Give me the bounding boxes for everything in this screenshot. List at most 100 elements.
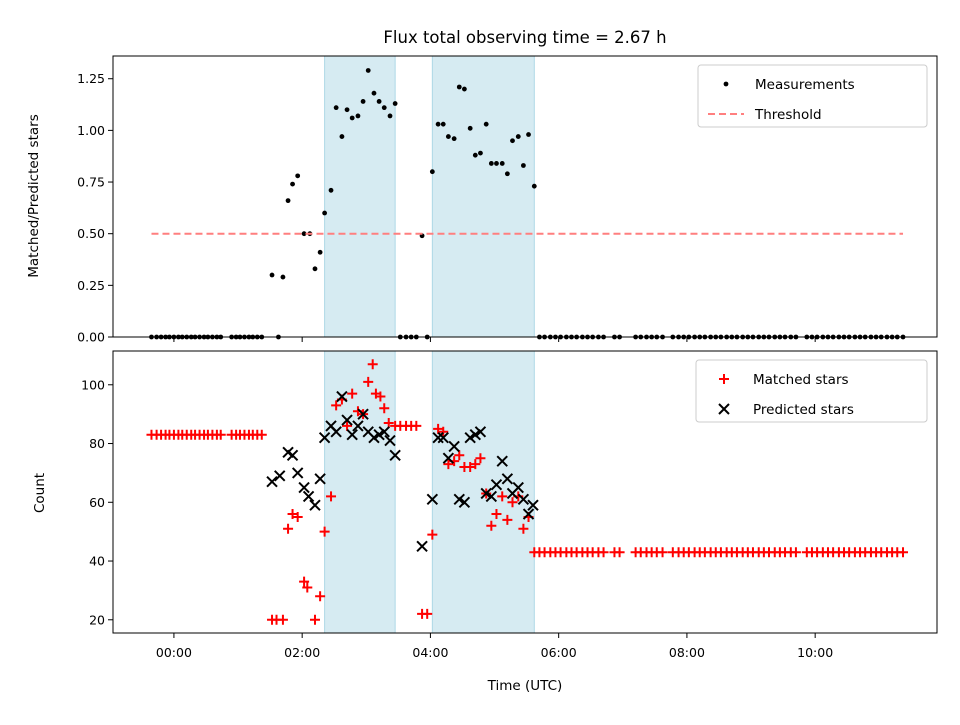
measurement-point <box>344 107 350 113</box>
top-y-tick-label: 0.00 <box>77 330 105 345</box>
predicted-star-point <box>318 431 331 444</box>
measurement-point <box>488 161 494 166</box>
matched-star-point <box>898 547 909 558</box>
measurement-point <box>333 105 339 111</box>
measurement-point <box>290 181 295 187</box>
x-tick-label: 02:00 <box>284 645 320 660</box>
matched-star-point <box>790 547 801 558</box>
measurement-point <box>478 150 483 156</box>
predicted-star-point <box>474 426 487 438</box>
measurement-point <box>322 210 328 216</box>
legend-predicted-swatch <box>718 403 730 415</box>
x-tick-label: 04:00 <box>412 645 448 660</box>
predicted-star-point <box>517 493 530 506</box>
top-legend: Measurements Threshold <box>697 64 928 128</box>
matched-star-point <box>486 520 497 531</box>
bottom-series-1 <box>266 390 539 553</box>
predicted-star-point <box>341 414 353 426</box>
x-tick-label: 08:00 <box>669 645 705 660</box>
measurement-point <box>285 198 291 204</box>
measurement-point <box>371 90 377 96</box>
matched-star-point <box>470 459 481 470</box>
measurement-point <box>526 132 531 137</box>
predicted-star-point <box>512 481 524 494</box>
matched-star-point <box>443 459 454 470</box>
predicted-star-point <box>330 426 342 438</box>
predicted-star-point <box>501 473 514 485</box>
matched-star-point <box>299 576 310 587</box>
measurement-point <box>515 134 521 139</box>
measurement-point <box>429 169 435 175</box>
measurement-point <box>451 136 457 142</box>
top-y-tick-label: 1.00 <box>77 123 105 138</box>
matched-star-point <box>363 376 374 387</box>
measurement-point <box>355 113 361 119</box>
measurement-point <box>494 161 499 166</box>
measurement-point <box>339 134 345 139</box>
legend-box <box>695 359 928 423</box>
measurement-point <box>269 272 275 278</box>
measurement-point <box>435 121 441 127</box>
top-y-axis-label: Matched/Predicted stars <box>26 114 42 277</box>
matched-star-point <box>319 526 330 537</box>
predicted-star-point <box>352 420 364 432</box>
bottom-series-0 <box>146 359 909 625</box>
bottom-y-axis-label: Count <box>32 473 48 513</box>
legend-label: Threshold <box>754 107 822 123</box>
matched-star-point <box>215 429 226 440</box>
predicted-star-point <box>490 478 503 491</box>
predicted-star-point <box>442 452 455 464</box>
x-tick-label: 06:00 <box>541 645 577 660</box>
predicted-star-point <box>432 431 444 444</box>
legend-label: Matched stars <box>753 372 849 388</box>
measurement-point <box>456 84 462 90</box>
x-tick-label: 10:00 <box>797 645 833 660</box>
predicted-star-point <box>389 449 401 461</box>
measurement-point <box>387 113 393 119</box>
predicted-star-point <box>314 473 326 485</box>
matched-star-point <box>283 523 294 534</box>
matched-star-point <box>518 523 529 534</box>
matched-star-point <box>347 388 358 399</box>
measurement-point <box>440 121 446 127</box>
matched-star-point <box>342 420 353 431</box>
measurement-point <box>295 173 301 179</box>
measurement-point <box>467 125 473 131</box>
predicted-star-point <box>426 493 439 506</box>
predicted-star-point <box>336 390 348 403</box>
bottom-y-tick-label: 40 <box>89 554 105 569</box>
top-axes-frame <box>112 55 938 338</box>
matched-star-point <box>331 400 342 411</box>
matched-star-point <box>287 509 298 520</box>
matched-star-point <box>491 509 502 520</box>
bottom-y-tick-label: 80 <box>89 436 105 451</box>
matched-star-point <box>433 423 444 434</box>
top-shaded-span-0 <box>324 55 396 338</box>
predicted-star-point <box>309 499 321 511</box>
predicted-star-point <box>357 408 369 420</box>
measurement-point <box>317 249 323 255</box>
matched-star-point <box>465 462 476 473</box>
predicted-star-point <box>346 429 358 441</box>
legend-label: Predicted stars <box>753 402 854 418</box>
legend-box <box>697 64 928 128</box>
matched-star-point <box>507 497 518 508</box>
matched-star-point <box>375 391 386 402</box>
bottom-panel: 20 40 60 80 100 00:00 02:00 04:00 06:00 08:00 10:0… <box>81 350 938 660</box>
top-panel: 0.00 0.25 0.50 0.75 1.00 1.25 Measurements Thre… <box>77 55 938 345</box>
measurement-point <box>504 171 510 177</box>
matched-star-point <box>422 608 433 619</box>
measurement-point <box>462 86 467 92</box>
bottom-axes-frame <box>112 350 938 634</box>
measurement-point <box>360 99 366 104</box>
matched-star-point <box>277 614 288 625</box>
matched-star-point <box>598 547 609 558</box>
measurement-point <box>312 266 318 272</box>
bottom-shaded-span-0 <box>324 350 396 634</box>
matched-star-point <box>292 511 303 522</box>
matched-star-point <box>379 403 390 414</box>
predicted-star-point <box>286 449 299 461</box>
predicted-star-point <box>291 467 304 479</box>
